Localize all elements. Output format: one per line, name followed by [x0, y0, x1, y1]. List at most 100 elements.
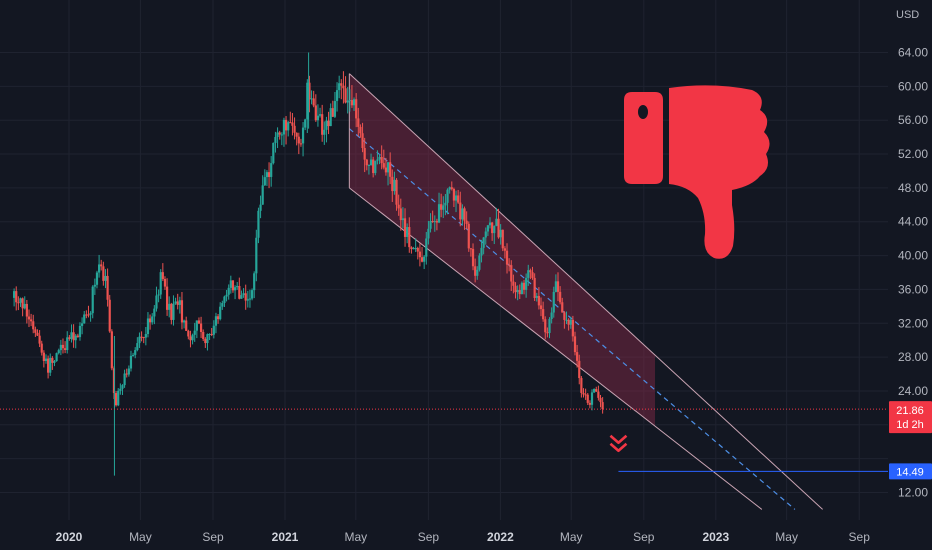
candle-body — [267, 172, 271, 177]
channel-lower-line — [349, 187, 763, 510]
candle-body — [131, 354, 135, 356]
candle-body — [474, 266, 477, 276]
candle-body — [503, 248, 506, 251]
candle-body — [233, 287, 237, 291]
y-tick-label: 40.00 — [898, 249, 928, 263]
candle-body — [70, 332, 73, 339]
candle-body — [459, 202, 462, 220]
candle-body — [329, 108, 332, 127]
candle-body — [595, 389, 598, 392]
candle-body — [450, 187, 453, 189]
candle-body — [229, 280, 232, 288]
candle-body — [529, 270, 532, 273]
candle-body — [510, 265, 513, 282]
candle-body — [355, 99, 358, 119]
y-tick-label: 64.00 — [898, 46, 928, 60]
x-tick-label: Sep — [633, 530, 655, 544]
candle-body — [227, 287, 230, 295]
candle-body — [452, 188, 456, 201]
candle-body — [89, 313, 92, 315]
target-price-tag — [889, 463, 932, 480]
candle-body — [501, 229, 504, 249]
candle-body — [497, 218, 500, 238]
candle-body — [556, 281, 560, 292]
candle-body — [261, 185, 264, 205]
candle-body — [331, 108, 334, 117]
candle-body — [440, 204, 443, 210]
candle-body — [412, 248, 415, 250]
candle-body — [182, 320, 186, 323]
candle-body — [189, 336, 192, 341]
candle-body — [312, 98, 315, 106]
candle-body — [546, 332, 549, 334]
x-tick-label: 2021 — [272, 530, 299, 544]
candle-body — [163, 278, 167, 287]
candle-body — [410, 247, 413, 250]
candle-body — [565, 319, 568, 321]
y-tick-label: 12.00 — [898, 486, 928, 500]
candle-body — [206, 334, 209, 344]
candle-body — [225, 294, 228, 297]
candle-body — [406, 227, 409, 237]
regression-channel[interactable] — [348, 73, 823, 510]
candle-body — [586, 394, 589, 403]
y-tick-label: 52.00 — [898, 147, 928, 161]
candle-body — [117, 390, 120, 406]
candle-body — [191, 334, 194, 341]
candle-body — [83, 314, 86, 324]
candle-body — [23, 303, 26, 309]
candle-body — [180, 300, 184, 323]
x-tick-label: May — [129, 530, 152, 544]
candle-body — [49, 357, 52, 373]
candle-body — [13, 291, 16, 298]
candle-body — [467, 223, 470, 249]
y-tick-label: 32.00 — [898, 316, 928, 330]
candle-body — [136, 343, 139, 351]
candle-body — [199, 323, 203, 332]
candle-body — [25, 303, 28, 317]
candle-body — [59, 344, 62, 351]
candle-body — [357, 118, 360, 127]
candle-body — [304, 119, 307, 128]
candle-body — [255, 237, 258, 274]
candle-body — [250, 290, 254, 299]
candle-body — [176, 301, 179, 305]
candle-body — [401, 218, 405, 221]
price-axis[interactable]: 12.00 24.00 28.00 32.00 36.00 40.00 44.00 48.00… — [898, 46, 928, 500]
candle-body — [265, 172, 269, 178]
candle-body — [539, 305, 543, 310]
y-tick-label: 60.00 — [898, 79, 928, 93]
candle-body — [187, 330, 190, 337]
candle-body — [27, 316, 31, 320]
candle-body — [578, 360, 581, 379]
candle-body — [51, 357, 54, 363]
candle-body — [284, 119, 288, 131]
candle-body — [274, 136, 277, 143]
candle-body — [480, 247, 483, 256]
candle-body — [202, 331, 205, 339]
candle-body — [100, 264, 103, 267]
x-tick-label: Sep — [849, 530, 871, 544]
candle-body — [321, 114, 324, 135]
candle-body — [93, 284, 96, 287]
candle-body — [418, 251, 422, 258]
candle-body — [372, 159, 375, 174]
candle-body — [34, 329, 37, 333]
candle-body — [350, 100, 354, 106]
candle-body — [499, 229, 502, 238]
candle-body — [573, 336, 577, 353]
down-arrows-icon — [609, 434, 628, 445]
candle-body — [531, 272, 534, 278]
candle-body — [17, 302, 20, 304]
candle-body — [527, 270, 530, 278]
candle-body — [478, 255, 481, 270]
time-axis[interactable]: 2020 May Sep 2021 May Sep 2022 May Sep 2023 May Sep — [56, 530, 871, 544]
y-tick-label: 56.00 — [898, 113, 928, 127]
candle-body — [423, 256, 426, 262]
candle-body — [30, 319, 33, 322]
candle-body — [446, 189, 449, 203]
candle-body — [367, 165, 371, 167]
candle-body — [195, 320, 198, 331]
candle-body — [427, 228, 430, 239]
